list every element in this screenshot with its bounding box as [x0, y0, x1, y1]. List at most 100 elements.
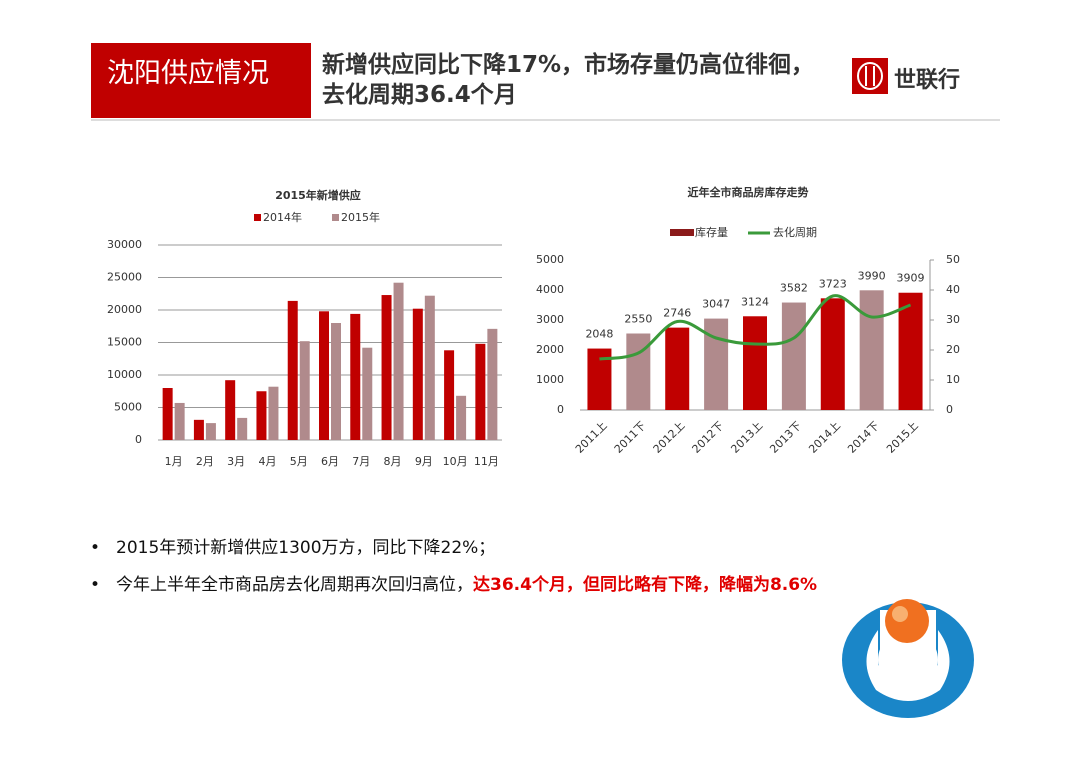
y-tick-label: 25000 — [107, 271, 142, 284]
y-tick-label: 5000 — [536, 253, 564, 266]
y-tick-label: 3000 — [536, 313, 564, 326]
y-tick-label: 10000 — [107, 368, 142, 381]
bullet: • 今年上半年全市商品房去化周期再次回归高位，达36.4个月，但同比略有下降，降幅… — [90, 567, 860, 604]
y-tick-label: 30000 — [107, 238, 142, 251]
bar — [475, 343, 486, 440]
brand-logo — [852, 58, 888, 94]
bar — [331, 323, 341, 440]
bullet-dot: • — [90, 538, 101, 558]
legend-swatch — [254, 214, 261, 221]
y2-tick-label: 20 — [946, 343, 960, 356]
x-tick-label: 7月 — [352, 455, 370, 468]
x-tick-label: 8月 — [384, 455, 402, 468]
y-tick-label: 0 — [135, 433, 142, 446]
bar — [704, 318, 729, 410]
bar — [268, 386, 279, 440]
bar — [362, 347, 373, 440]
y2-tick-label: 40 — [946, 283, 960, 296]
section-label: 沈阳供应情况 — [91, 43, 311, 118]
x-tick-label: 1月 — [165, 455, 183, 468]
bar — [205, 423, 216, 440]
y2-tick-label: 0 — [946, 403, 953, 416]
data-label: 3990 — [858, 269, 886, 282]
x-tick-label: 2013下 — [767, 419, 804, 456]
data-label: 2048 — [585, 328, 613, 341]
y-tick-label: 1000 — [536, 373, 564, 386]
bar — [256, 391, 267, 440]
data-label: 3723 — [819, 277, 847, 290]
y-tick-label: 0 — [557, 403, 564, 416]
x-tick-label: 2012上 — [651, 419, 688, 456]
x-tick-label: 9月 — [415, 455, 433, 468]
bullet-text: 2015年预计新增供应1300万方，同比下降22%； — [116, 530, 856, 567]
x-tick-label: 2月 — [196, 455, 214, 468]
bar — [781, 302, 806, 410]
legend-label: 2015年 — [341, 210, 380, 224]
data-label: 2550 — [624, 313, 652, 326]
x-tick-label: 5月 — [290, 455, 308, 468]
bullet: • 2015年预计新增供应1300万方，同比下降22%； — [90, 530, 860, 567]
slide-title: 新增供应同比下降17%，市场存量仍高位徘徊， 去化周期36.4个月 — [322, 50, 814, 110]
bar — [193, 419, 204, 440]
y2-tick-label: 30 — [946, 313, 960, 326]
title-line: 新增供应同比下降17%，市场存量仍高位徘徊， — [322, 52, 815, 78]
legend-swatch — [670, 229, 694, 236]
bar — [859, 290, 884, 410]
bar — [820, 298, 845, 410]
bullet-text: 今年上半年全市商品房去化周期再次回归高位，达36.4个月，但同比略有下降，降幅为… — [116, 567, 856, 604]
x-tick-label: 6月 — [321, 455, 339, 468]
data-label: 3909 — [897, 272, 925, 285]
x-tick-label: 11月 — [474, 455, 499, 468]
y-tick-label: 2000 — [536, 343, 564, 356]
x-tick-label: 2015上 — [884, 419, 921, 456]
text-run: 达36.4个月，但同比略有下降，降幅为8.6% — [473, 575, 818, 595]
bar — [456, 395, 467, 440]
data-label: 3047 — [702, 298, 730, 311]
legend-label: 库存量 — [695, 225, 728, 239]
data-label: 3582 — [780, 282, 808, 295]
y-tick-label: 4000 — [536, 283, 564, 296]
x-tick-label: 2014下 — [845, 419, 882, 456]
bar — [381, 295, 392, 440]
data-label: 2746 — [663, 307, 691, 320]
x-tick-label: 2012下 — [690, 419, 727, 456]
y2-tick-label: 10 — [946, 373, 960, 386]
y-tick-label: 5000 — [114, 401, 142, 414]
text-run: 今年上半年全市商品房去化周期再次回归高位， — [116, 575, 473, 595]
bar — [225, 380, 236, 440]
x-tick-label: 2014上 — [806, 419, 843, 456]
title-line: 去化周期36.4个月 — [322, 82, 517, 108]
bar — [665, 327, 690, 410]
bar — [487, 328, 498, 440]
data-label: 3124 — [741, 295, 769, 308]
bar — [287, 300, 298, 440]
legend-swatch — [332, 214, 339, 221]
chart-title: 近年全市商品房库存走势 — [688, 185, 809, 199]
x-tick-label: 2011下 — [612, 419, 649, 456]
bar — [237, 417, 248, 440]
bar — [319, 311, 329, 440]
brand-name: 世联行 — [894, 68, 961, 93]
bullet-dot: • — [90, 575, 101, 595]
y-tick-label: 20000 — [107, 303, 142, 316]
bar — [174, 402, 185, 440]
bar — [424, 295, 435, 440]
bar — [393, 282, 404, 440]
x-tick-label: 4月 — [258, 455, 276, 468]
bar — [162, 388, 173, 440]
legend-label: 2014年 — [263, 210, 302, 224]
bar — [350, 313, 361, 440]
x-tick-label: 10月 — [443, 455, 468, 468]
bar — [412, 308, 423, 440]
legend-label: 去化周期 — [773, 225, 817, 239]
chart-title: 2015年新增供应 — [275, 188, 361, 202]
line-series — [599, 294, 912, 361]
bar — [444, 350, 455, 440]
bar — [299, 341, 310, 440]
bar — [743, 316, 767, 410]
bullet-list: • 2015年预计新增供应1300万方，同比下降22%； • 今年上半年全市商品房去化… — [90, 530, 860, 604]
y2-tick-label: 50 — [946, 253, 960, 266]
x-tick-label: 3月 — [227, 455, 245, 468]
